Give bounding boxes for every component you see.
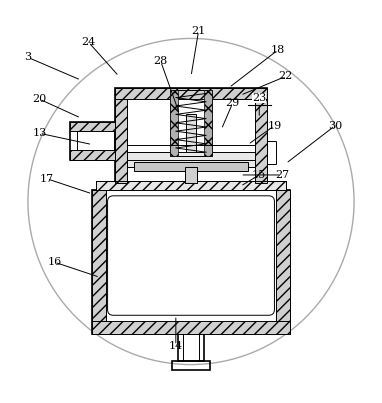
- Text: 29: 29: [226, 98, 240, 108]
- Text: 30: 30: [328, 120, 342, 131]
- Bar: [70, 122, 115, 131]
- Text: 28: 28: [154, 56, 168, 66]
- Bar: [92, 321, 290, 334]
- Bar: [204, 89, 212, 156]
- Text: 20: 20: [32, 94, 47, 104]
- Bar: [96, 181, 286, 190]
- Bar: [92, 190, 106, 334]
- Text: 24: 24: [81, 37, 96, 47]
- Text: 3: 3: [24, 52, 31, 62]
- Bar: [115, 88, 267, 183]
- Text: 19: 19: [267, 120, 282, 131]
- Bar: [70, 150, 115, 160]
- Bar: [172, 361, 210, 370]
- Text: 15: 15: [252, 170, 266, 180]
- Bar: [185, 167, 197, 183]
- Bar: [178, 334, 204, 361]
- Bar: [115, 88, 126, 183]
- Bar: [170, 89, 178, 156]
- Text: 16: 16: [47, 257, 62, 267]
- Text: 27: 27: [275, 170, 289, 180]
- Bar: [70, 122, 115, 160]
- Bar: [256, 88, 267, 183]
- Bar: [115, 88, 267, 99]
- Bar: [170, 89, 212, 156]
- Bar: [276, 190, 290, 334]
- Bar: [186, 114, 196, 181]
- Bar: [96, 181, 286, 190]
- Text: 22: 22: [279, 71, 293, 81]
- Bar: [126, 152, 256, 167]
- Bar: [134, 162, 248, 171]
- Text: 23: 23: [252, 93, 266, 103]
- Text: 17: 17: [40, 174, 54, 184]
- Text: 13: 13: [32, 128, 47, 138]
- Text: 21: 21: [191, 26, 206, 36]
- Text: 14: 14: [169, 341, 183, 351]
- Bar: [92, 190, 290, 334]
- Text: 18: 18: [271, 45, 285, 55]
- Bar: [267, 141, 276, 164]
